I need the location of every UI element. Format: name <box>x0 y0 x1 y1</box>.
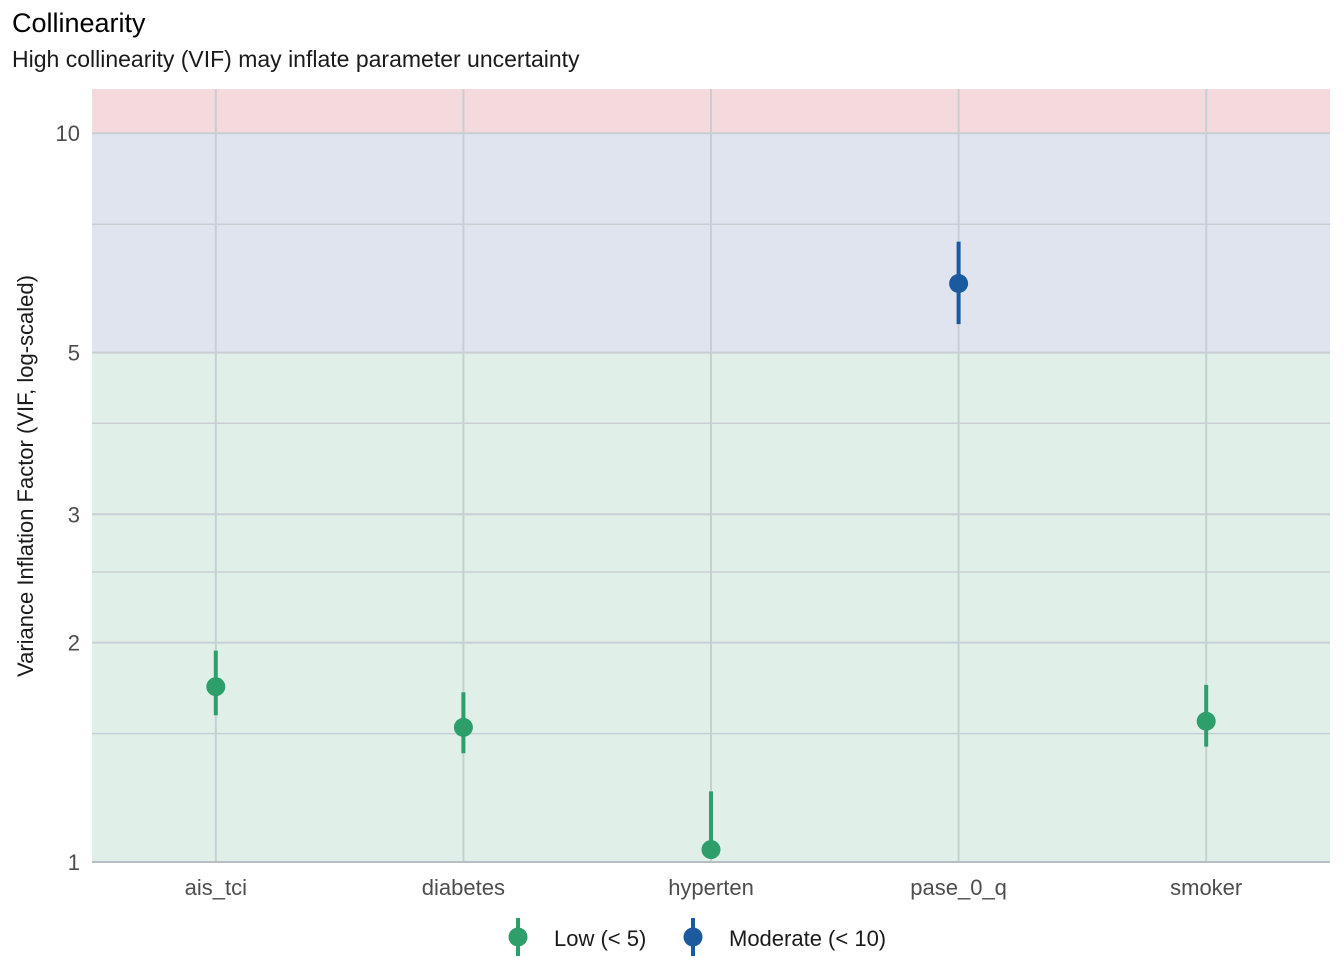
legend-key-dot <box>508 927 528 947</box>
data-point <box>1196 711 1216 731</box>
legend-label: Moderate (< 10) <box>729 926 886 951</box>
x-tick-labels: ais_tci diabetes hyperten pase_0_q smoker <box>185 875 1243 900</box>
legend-label: Low (< 5) <box>554 926 646 951</box>
data-marks <box>206 241 1216 860</box>
legend: Low (< 5) Moderate (< 10) <box>508 918 886 956</box>
y-axis-title: Variance Inflation Factor (VIF, log-scal… <box>13 275 38 677</box>
y-tick-labels: 1 2 3 5 10 <box>56 121 80 875</box>
chart-title: Collinearity <box>12 8 146 38</box>
y-tick-label: 10 <box>56 121 80 146</box>
data-point <box>701 840 721 860</box>
x-tick-label: diabetes <box>422 875 505 900</box>
data-point <box>206 677 226 697</box>
y-tick-label: 1 <box>68 850 80 875</box>
chart-subtitle: High collinearity (VIF) may inflate para… <box>12 46 580 72</box>
x-tick-label: smoker <box>1170 875 1242 900</box>
y-tick-label: 3 <box>68 502 80 527</box>
x-tick-label: pase_0_q <box>910 875 1007 900</box>
x-tick-label: ais_tci <box>185 875 247 900</box>
y-tick-label: 5 <box>68 341 80 366</box>
data-point <box>949 274 969 294</box>
y-tick-label: 2 <box>68 631 80 656</box>
legend-item: Low (< 5) <box>508 918 646 956</box>
x-tick-label: hyperten <box>668 875 754 900</box>
data-point <box>453 717 473 737</box>
legend-item: Moderate (< 10) <box>683 918 886 956</box>
legend-key-dot <box>683 927 703 947</box>
